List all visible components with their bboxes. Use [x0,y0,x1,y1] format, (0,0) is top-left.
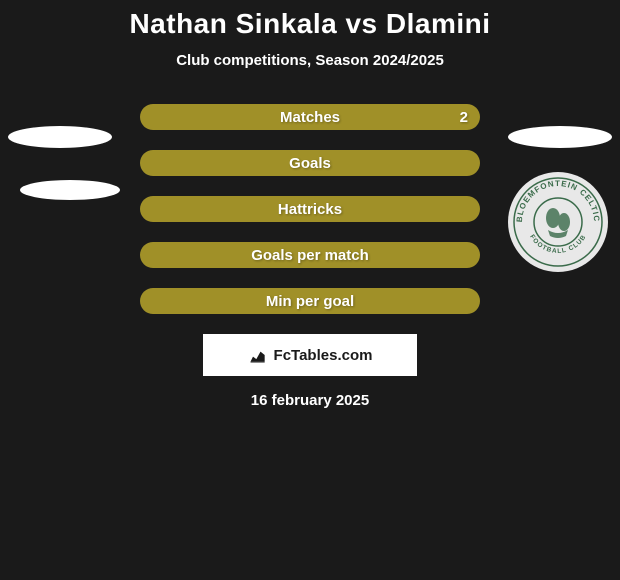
stat-right-value: 2 [460,109,468,126]
fctables-label: FcTables.com [274,347,373,364]
stat-label: Goals [289,155,331,172]
stat-row-goals-per-match: Goals per match [140,242,480,268]
stat-row-hattricks: Hattricks [140,196,480,222]
stat-label: Min per goal [266,293,354,310]
stat-row-min-per-goal: Min per goal [140,288,480,314]
chart-icon [248,345,268,365]
stat-label: Hattricks [278,201,342,218]
page-title: Nathan Sinkala vs Dlamini [0,0,620,40]
subtitle: Club competitions, Season 2024/2025 [0,52,620,69]
player-left-oval-1 [8,126,112,148]
player-right-oval [508,126,612,148]
stat-row-goals: Goals [140,150,480,176]
stat-label: Matches [280,109,340,126]
stat-label: Goals per match [251,247,369,264]
club-badge: BLOEMFONTEIN CELTIC FOOTBALL CLUB [508,172,608,272]
date-label: 16 february 2025 [0,392,620,409]
fctables-logo: FcTables.com [203,334,417,376]
stat-row-matches: Matches 2 [140,104,480,130]
player-left-oval-2 [20,180,120,200]
